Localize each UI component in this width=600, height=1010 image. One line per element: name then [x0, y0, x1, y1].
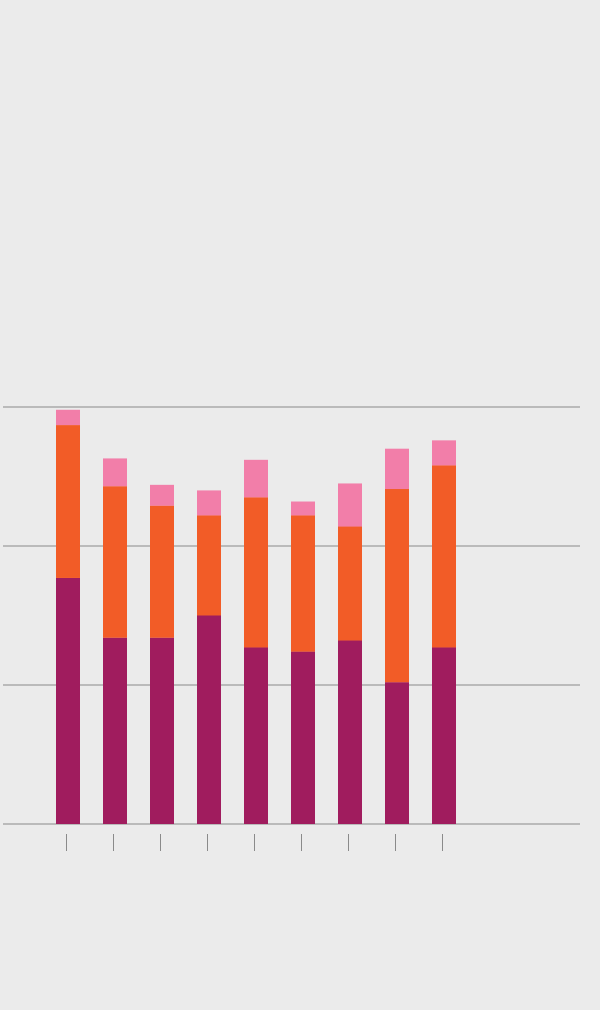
bar-segment	[385, 682, 409, 824]
bar-segment	[432, 647, 456, 824]
bar-segment	[150, 484, 174, 506]
bar-segment	[385, 489, 409, 683]
bar-segment	[150, 505, 174, 638]
bar-segment	[56, 409, 80, 426]
bar-segment	[197, 615, 221, 824]
bar-segment	[291, 515, 315, 652]
bar-segment	[197, 490, 221, 516]
bar-segment	[338, 526, 362, 641]
bar-segment	[56, 577, 80, 824]
bar-segment	[291, 651, 315, 824]
bar-segment	[56, 425, 80, 578]
bar-segment	[103, 637, 127, 824]
bar-segment	[103, 458, 127, 487]
bar-segment	[385, 448, 409, 490]
bar-segment	[338, 640, 362, 824]
bar-segment	[432, 440, 456, 466]
bar-segment	[432, 465, 456, 648]
bar-segment	[103, 486, 127, 638]
bar-segment	[197, 515, 221, 616]
bar-segment	[244, 647, 268, 824]
bar-segment	[150, 637, 174, 824]
bar-segment	[338, 483, 362, 527]
bar-segment	[291, 501, 315, 516]
bar-segment	[244, 497, 268, 648]
bar-segment	[244, 459, 268, 498]
